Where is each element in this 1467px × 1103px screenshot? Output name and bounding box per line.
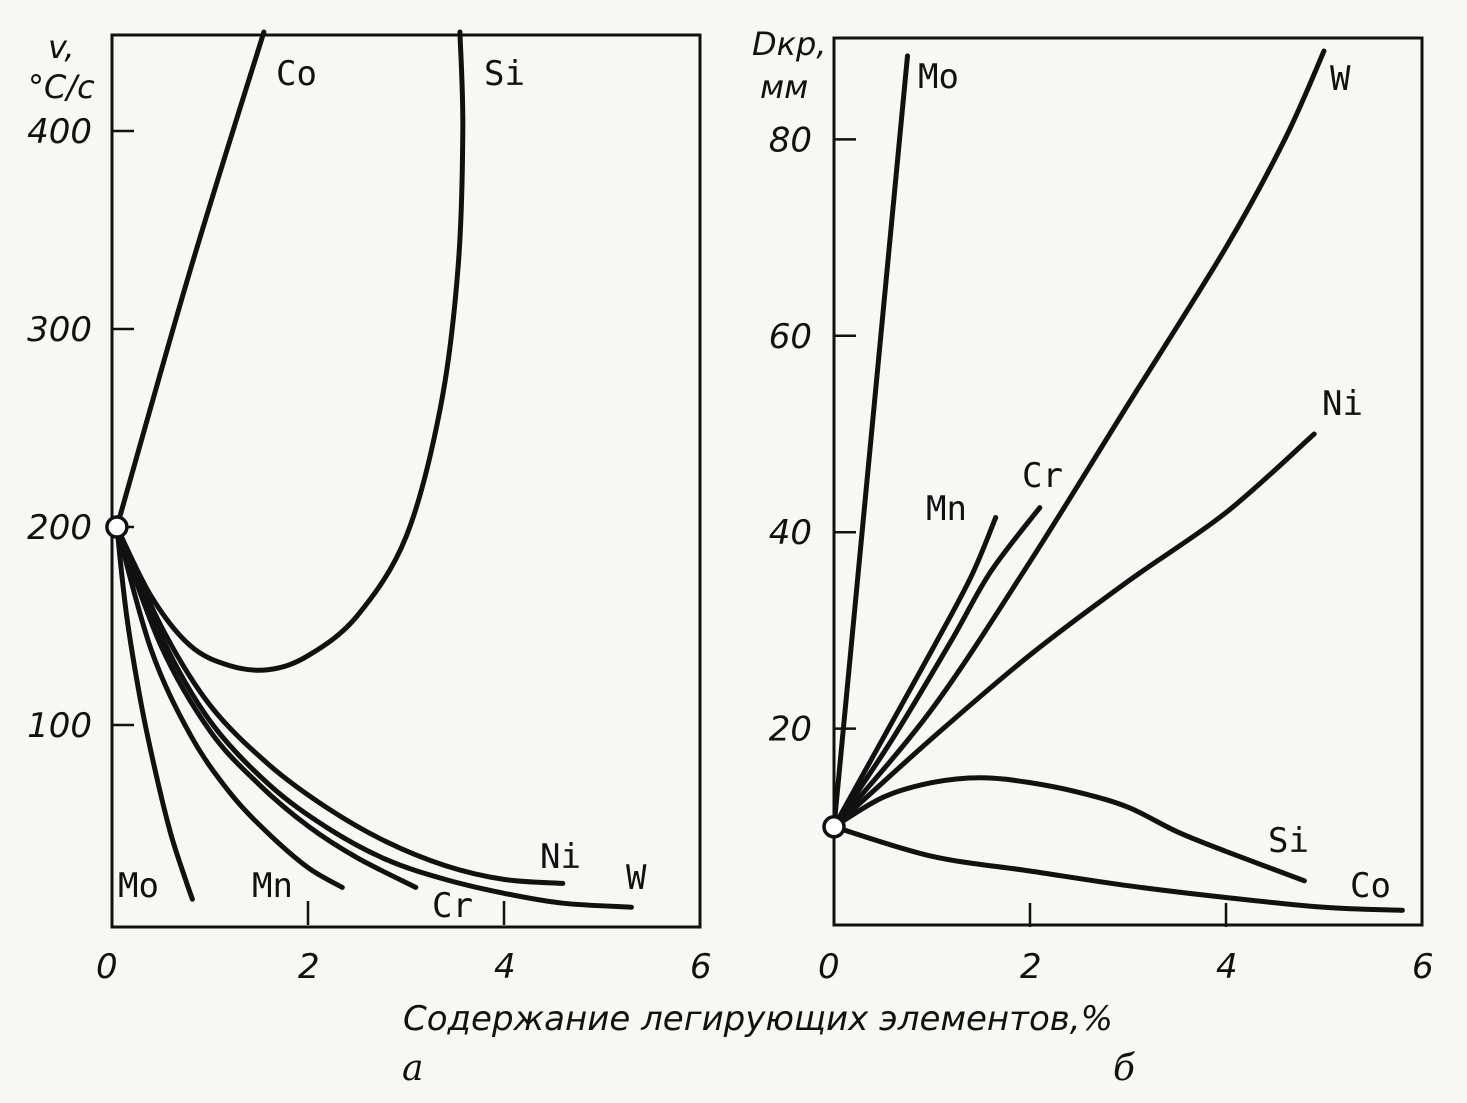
figure-caption: Содержание легирующих элементов,% — [403, 999, 1113, 1039]
panel-a-series-si-label: Si — [484, 54, 525, 94]
panel-a-frame — [110, 33, 702, 929]
panel-a-chart: v, °C/c 0 2 4 6 100 200 300 400 Co Si Ni W Cr Mn Mo а — [27, 28, 712, 1089]
panel-b-series-si-label: Si — [1268, 821, 1309, 861]
panel-b-chart: Dкр, мм 0 2 4 6 20 40 60 80 Mo W Ni Cr Mn Si Co б — [752, 25, 1434, 1089]
panel-a-ytick-label: 100 — [27, 706, 92, 746]
panel-b-ytick-label: 20 — [769, 710, 812, 750]
panel-b-series-mn-line — [831, 515, 999, 830]
panel-a-ytick-label: 400 — [27, 112, 92, 152]
panel-b-ytick-label: 40 — [769, 513, 812, 553]
panel-a-xtick-label: 2 — [298, 947, 320, 987]
panel-b-series-cr-label: Cr — [1022, 456, 1063, 496]
panel-a-origin-marker — [105, 515, 129, 539]
panel-b-xtick-label: 0 — [818, 947, 840, 987]
panel-a-ticks: 0 2 4 6 100 200 300 400 — [27, 112, 712, 987]
panel-a-series-si-line — [114, 29, 466, 673]
panel-b-series-si-line — [831, 775, 1307, 884]
panel-a-series-cr-line — [114, 524, 419, 890]
panel-b-series-w-line — [831, 48, 1327, 830]
panel-b-ylabel-line2: мм — [760, 68, 808, 106]
panel-a-sublabel: а — [402, 1048, 423, 1089]
panel-b-xtick-label: 6 — [1412, 947, 1434, 987]
panel-a-series-ni-line — [114, 524, 566, 886]
panel-b-ticks: 0 2 4 6 20 40 60 80 — [769, 120, 1434, 987]
panel-b-series-ni-label: Ni — [1322, 384, 1363, 424]
panel-b-series-cr-line — [831, 505, 1043, 830]
panel-a-series-co-label: Co — [276, 54, 317, 94]
panel-b-xtick-label: 4 — [1216, 947, 1238, 987]
panel-a-series-w-line — [114, 524, 634, 910]
panel-b-series-mn-label: Mn — [926, 489, 967, 529]
panel-a-series-mn-label: Mn — [252, 866, 293, 906]
panel-a-series-mo-label: Mo — [118, 866, 159, 906]
panel-b-series-mo-label: Mo — [918, 57, 959, 97]
panel-b-series-mo-line — [831, 53, 910, 830]
panel-a-ylabel-line2: °C/c — [28, 68, 95, 106]
panel-a-series-mo-line — [114, 524, 195, 902]
panel-b-xtick-label: 2 — [1020, 947, 1042, 987]
panel-b-series-ni-line — [831, 431, 1317, 830]
panel-a-series: Co Si Ni W Cr Mn Mo — [105, 29, 647, 926]
panel-a-xtick-label: 4 — [494, 947, 516, 987]
panel-b-series-co-line — [831, 824, 1405, 913]
panel-b-ylabel-line1: Dкр, — [752, 25, 826, 63]
panel-b-ytick-label: 80 — [769, 120, 812, 160]
panel-b-series-co-label: Co — [1350, 866, 1391, 906]
panel-a-series-ni-label: Ni — [540, 837, 581, 877]
panel-b-ytick-label: 60 — [769, 317, 812, 357]
panel-a-ytick-label: 200 — [27, 508, 92, 548]
panel-a-xtick-label: 6 — [690, 947, 712, 987]
panel-a-series-w-label: W — [626, 858, 647, 898]
panel-b-series-w-label: W — [1330, 59, 1351, 99]
panel-b-series: Mo W Ni Cr Mn Si Co — [822, 48, 1405, 913]
panel-a-ytick-label: 300 — [27, 310, 92, 350]
panel-a-series-mn-line — [114, 524, 345, 890]
panel-a-series-co-line — [114, 29, 267, 530]
panel-b-frame — [832, 36, 1424, 927]
panel-a-xtick-label: 0 — [96, 947, 118, 987]
panel-b-origin-marker — [822, 815, 846, 839]
panel-b-sublabel: б — [1113, 1048, 1136, 1089]
panel-a-ylabel-line1: v, — [48, 28, 75, 66]
panel-a-series-cr-label: Cr — [432, 886, 473, 926]
